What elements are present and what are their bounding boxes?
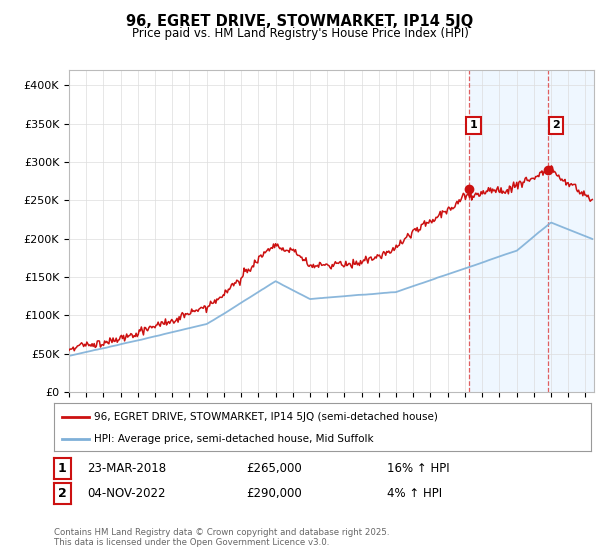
Text: 2: 2 (552, 120, 560, 130)
Text: £265,000: £265,000 (246, 461, 302, 475)
Text: Contains HM Land Registry data © Crown copyright and database right 2025.
This d: Contains HM Land Registry data © Crown c… (54, 528, 389, 547)
Text: 04-NOV-2022: 04-NOV-2022 (87, 487, 166, 500)
Text: Price paid vs. HM Land Registry's House Price Index (HPI): Price paid vs. HM Land Registry's House … (131, 27, 469, 40)
Bar (469, 70, 594, 392)
Text: 1: 1 (58, 461, 67, 475)
Text: 96, EGRET DRIVE, STOWMARKET, IP14 5JQ: 96, EGRET DRIVE, STOWMARKET, IP14 5JQ (127, 14, 473, 29)
Text: HPI: Average price, semi-detached house, Mid Suffolk: HPI: Average price, semi-detached house,… (94, 434, 374, 444)
Text: £290,000: £290,000 (246, 487, 302, 500)
Text: 2: 2 (58, 487, 67, 500)
Text: 4% ↑ HPI: 4% ↑ HPI (387, 487, 442, 500)
Text: 23-MAR-2018: 23-MAR-2018 (87, 461, 166, 475)
Text: 16% ↑ HPI: 16% ↑ HPI (387, 461, 449, 475)
Text: 1: 1 (470, 120, 478, 130)
Text: 96, EGRET DRIVE, STOWMARKET, IP14 5JQ (semi-detached house): 96, EGRET DRIVE, STOWMARKET, IP14 5JQ (s… (94, 412, 438, 422)
